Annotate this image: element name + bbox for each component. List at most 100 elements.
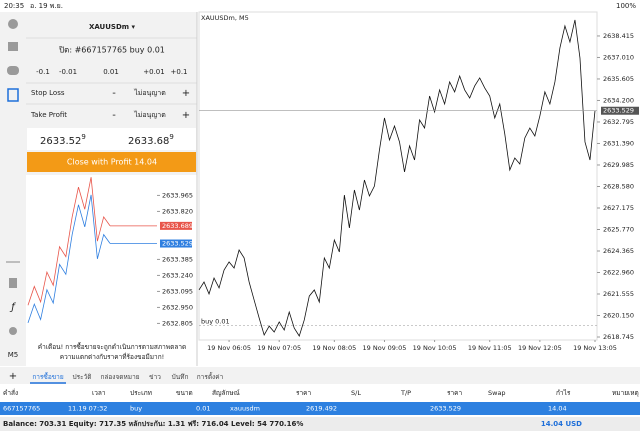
volume[interactable]: 0.01 [103,68,119,76]
y-tick-label: 2632.805 [162,319,193,327]
tab[interactable]: การตั้งค่า [197,372,224,381]
bid-last: 9 [81,133,85,141]
stop-loss-value[interactable]: ไม่อนุญาต [133,88,166,97]
icon-indicators[interactable]: ƒ [9,302,16,313]
table: คำสั่ง เวลา ประเภท ขนาด สัญลักษณ์ ราคา S/L T/P ร… [0,388,640,415]
x-tick-label: 19 Nov 13:05 [573,344,617,352]
table-cell: 14.04 [548,405,567,413]
stop-loss-label: Stop Loss [31,89,65,97]
status-date: อ. 19 พ.ย. [30,2,63,10]
icon-candles[interactable] [9,278,17,288]
ask-last: 9 [169,133,173,141]
column-header: Swap [488,389,506,397]
column-header: กำไร [556,389,571,397]
y-tick-label: 2628.580 [603,182,634,190]
y-tick-label: 2620.150 [603,312,634,320]
column-header: หมายเหตุ [612,389,639,397]
tab-bar [0,367,640,384]
plot-frame [198,11,598,341]
y-tick-label: 2629.985 [603,161,634,169]
ask-price: 2633.689 [128,133,174,147]
stop-loss-minus[interactable]: - [112,88,116,99]
footer-bar [0,417,640,431]
step-button[interactable]: +0.01 [143,68,164,76]
y-tick-label: 2631.390 [603,139,634,147]
y-tick-label: 2633.820 [162,207,193,215]
tabs: การซื้อขาย ประวัติ กล่องจดหมาย ข่าว บันทึก กา… [30,372,224,384]
y-tick-label: 2637.010 [603,53,634,61]
y-tick-label: 2638.415 [603,32,634,40]
table-cell: buy [130,405,142,413]
bid-main: 2633.52 [40,136,81,147]
table-cell: xauusdm [230,405,260,413]
x-tick-label: 19 Nov 08:05 [312,344,356,352]
y-tick-label: 2621.555 [603,290,634,298]
timeframe[interactable]: M5 [8,351,19,359]
table-cell: 11.19 07:32 [68,405,107,413]
stop-loss-plus[interactable]: + [182,88,190,99]
symbol[interactable]: XAUUSDm ▾ [89,23,136,31]
y-tick-label: 2633.965 [162,191,193,199]
tab[interactable]: บันทึก [172,373,189,381]
step-button[interactable]: +0.1 [171,68,188,76]
column-header: ประเภท [130,389,152,397]
account-summary: Balance: 703.31 Equity: 717.35 หลักประกั… [3,420,303,428]
current-price-box [601,106,639,115]
price-box [160,239,192,248]
close-title: ปิด: #667157765 buy 0.01 [58,46,165,55]
total-profit: 14.04 USD [541,420,582,428]
take-profit-minus[interactable]: - [112,110,116,121]
icon-objects[interactable] [9,327,17,335]
icon-new-order[interactable] [7,88,19,102]
order-line-label: buy 0.01 [201,318,230,326]
tab[interactable]: ข่าว [149,373,161,381]
table-row[interactable] [0,402,640,415]
y-tick-label: 2625.770 [603,225,634,233]
x-tick-label: 19 Nov 12:05 [518,344,562,352]
ask-main: 2633.68 [128,136,169,147]
column-header: ราคา [447,389,462,397]
price-line [198,19,596,337]
price-line [27,177,111,306]
column-header: T/P [400,389,411,397]
y-tick-label: 2624.365 [603,247,634,255]
close-button[interactable] [27,152,196,172]
column-header: ราคา [296,389,311,397]
icon-account[interactable] [8,19,18,29]
take-profit-plus[interactable]: + [182,110,190,121]
price-area [27,128,196,150]
x-tick-label: 19 Nov 09:05 [363,344,407,352]
y-tick-label: 2618.745 [603,333,634,341]
step-button[interactable]: -0.1 [36,68,50,76]
price-box-label: 2633.529 [162,240,193,248]
y-tick-label: 2622.960 [603,269,634,277]
tab[interactable]: การซื้อขาย [32,372,63,381]
icon-chat[interactable] [7,66,19,75]
x-tick-label: 19 Nov 10:05 [413,344,457,352]
table-cell: 0.01 [196,405,210,413]
warning-line: คำเตือน! การซื้อขายจะถูกดำเนินการตามสภาพ… [38,342,186,351]
tab[interactable]: กล่องจดหมาย [100,373,139,381]
step-button[interactable]: -0.01 [59,68,77,76]
x-tick-label: 19 Nov 07:05 [257,344,301,352]
take-profit-value[interactable]: ไม่อนุญาต [133,110,166,119]
column-header: คำสั่ง [3,388,18,397]
icon-trade[interactable] [8,42,18,51]
column-header: S/L [351,389,361,397]
y-tick-label: 2632.950 [162,303,193,311]
status-battery: 100% [616,2,636,10]
add-tab[interactable]: + [9,371,17,382]
price-box-label: 2633.689 [162,222,193,230]
tab[interactable]: ประวัติ [73,373,92,381]
table-cell: 2619.492 [306,405,337,413]
y-tick-label: 2634.200 [603,96,634,104]
y-tick-label: 2633.095 [162,287,193,295]
y-tick-label: 2632.795 [603,118,634,126]
close-button-label[interactable]: Close with Profit 14.04 [67,158,157,167]
table-cell: 2633.529 [430,405,461,413]
current-price-label: 2633.529 [603,107,634,115]
bid-price: 2633.529 [40,133,86,147]
y-tick-label: 2633.240 [162,271,193,279]
